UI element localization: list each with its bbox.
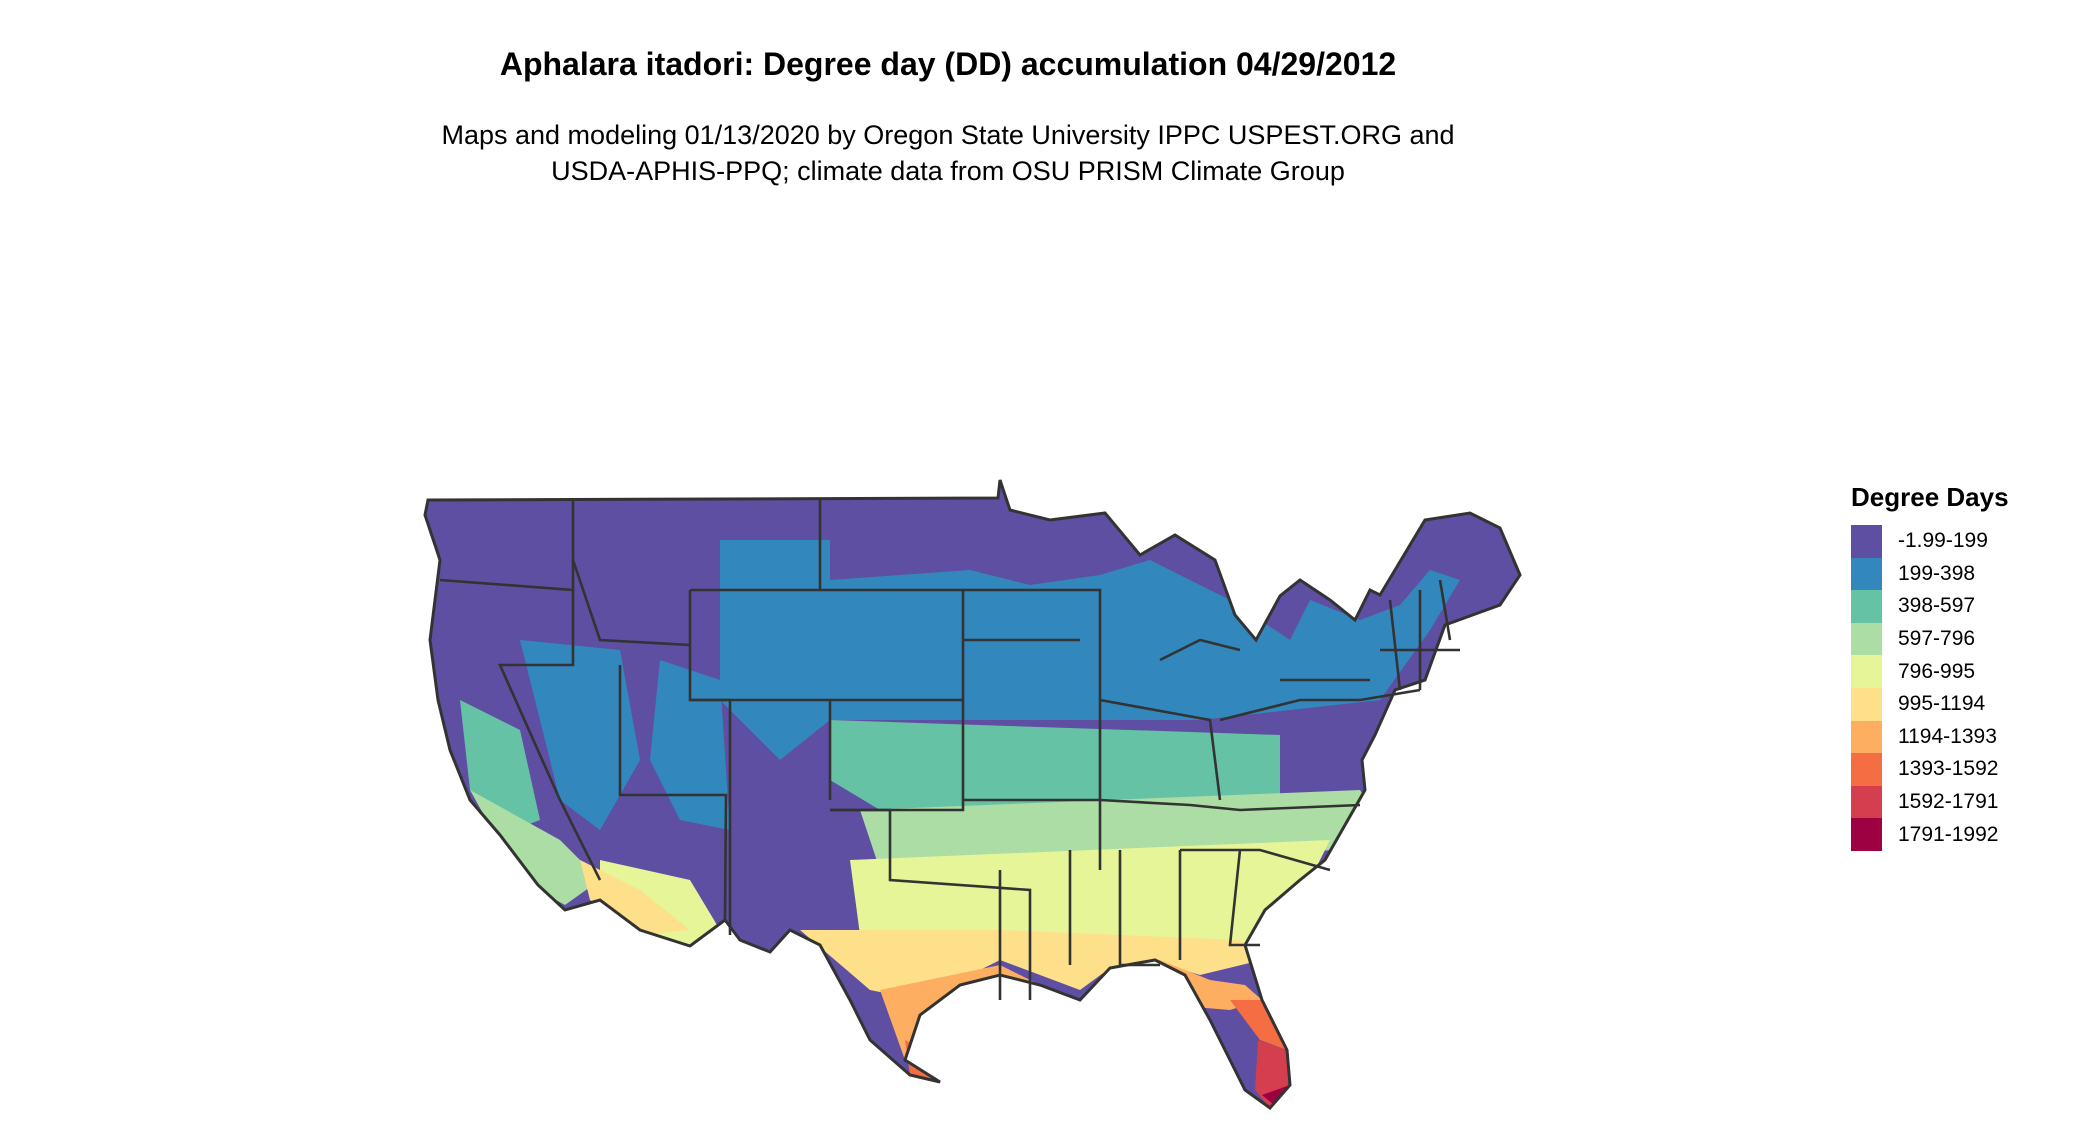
- legend-label: 1194-1393: [1898, 724, 1997, 748]
- legend-item: 597-796: [1851, 622, 2009, 656]
- legend-item: 1791-1992: [1851, 818, 2009, 851]
- legend-swatch: [1851, 525, 1882, 558]
- us-outline: [423, 479, 1522, 1111]
- legend-item: 199-398: [1851, 557, 2009, 591]
- legend-label: 1592-1791: [1898, 790, 1999, 814]
- legend-swatch: [1851, 590, 1882, 623]
- legend-item: 796-995: [1851, 655, 2009, 688]
- legend-title: Degree Days: [1851, 482, 2009, 512]
- legend-swatch: [1851, 687, 1882, 721]
- legend-item: -1.99-199: [1851, 525, 2009, 558]
- legend-swatch: [1851, 818, 1882, 851]
- legend-item: 1393-1592: [1851, 753, 2009, 786]
- subtitle-line-2: USDA-APHIS-PPQ; climate data from OSU PR…: [551, 156, 1345, 186]
- legend-swatch: [1851, 622, 1882, 656]
- map-subtitle: Maps and modeling 01/13/2020 by Oregon S…: [0, 117, 1896, 189]
- legend-item: 398-597: [1851, 590, 2009, 623]
- legend-item: 1194-1393: [1851, 720, 2009, 754]
- legend-swatch: [1851, 720, 1882, 754]
- legend-label: 597-796: [1898, 627, 1976, 651]
- legend-label: 796-995: [1898, 659, 1976, 683]
- state-borders: [439, 500, 1460, 1000]
- legend-swatch: [1851, 655, 1882, 688]
- legend-item: 995-1194: [1851, 687, 2009, 721]
- legend: Degree Days -1.99-199 199-398 398-597 597-7…: [1851, 482, 2009, 851]
- legend-swatch: [1851, 753, 1882, 786]
- legend-label: 398-597: [1898, 594, 1976, 618]
- legend-label: 1791-1992: [1898, 822, 1999, 846]
- legend-label: 995-1194: [1898, 692, 1986, 716]
- legend-swatch: [1851, 557, 1882, 591]
- legend-label: 1393-1592: [1898, 757, 1999, 781]
- legend-items: -1.99-199 199-398 398-597 597-796 796-995 995…: [1851, 525, 2009, 851]
- legend-label: -1.99-199: [1898, 529, 1988, 553]
- legend-item: 1592-1791: [1851, 785, 2009, 819]
- legend-label: 199-398: [1898, 561, 1976, 585]
- legend-swatch: [1851, 785, 1882, 819]
- map-title: Aphalara itadori: Degree day (DD) accumu…: [499, 46, 1397, 82]
- subtitle-line-1: Maps and modeling 01/13/2020 by Oregon S…: [441, 120, 1455, 150]
